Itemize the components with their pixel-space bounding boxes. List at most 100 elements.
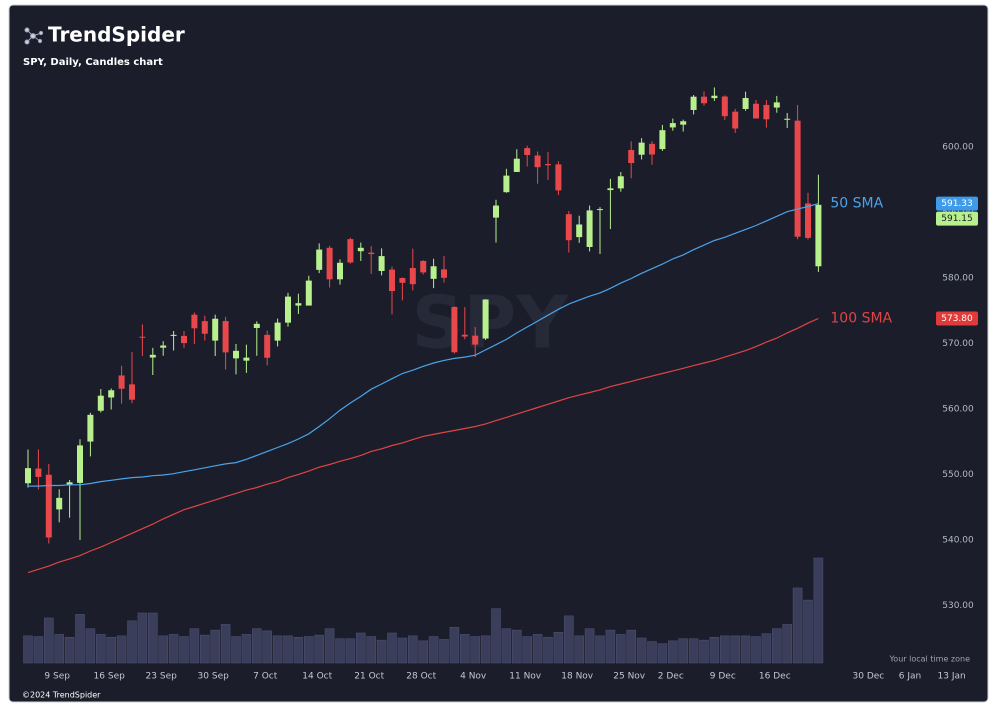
candle-body [233, 350, 239, 359]
candle-body [742, 97, 749, 110]
candle-body [378, 256, 385, 271]
candle-body [805, 203, 811, 238]
candle-body [451, 306, 458, 353]
x-tick-label: 30 Sep [198, 672, 230, 682]
candle-body [243, 357, 250, 361]
price-tag [936, 196, 978, 211]
candle-body [732, 111, 739, 129]
volume-bar [543, 636, 553, 664]
candle-body [545, 164, 551, 166]
candle-body [763, 104, 770, 120]
volume-bar [667, 640, 678, 664]
candle-body [794, 120, 801, 237]
volume-bar [574, 635, 585, 664]
volume-bar [345, 638, 356, 664]
volume-bar [719, 635, 730, 664]
volume-bar [813, 557, 824, 664]
candle-body [472, 335, 479, 345]
chart-title: SPY, Daily, Candles chart [23, 57, 163, 68]
x-tick-label: 7 Oct [253, 672, 278, 682]
candle-body [638, 142, 645, 155]
volume-bar [148, 612, 158, 664]
candle-body [77, 445, 83, 483]
candle-body [201, 321, 208, 334]
candle-body [493, 205, 499, 218]
candle-body [274, 322, 281, 341]
candle-body [66, 482, 73, 486]
copyright: ©2024 TrendSpider [22, 691, 101, 700]
chart-frame [8, 4, 989, 703]
volume-bar [179, 636, 189, 664]
volume-bar [563, 615, 574, 664]
candle-body [649, 143, 655, 155]
volume-bar [584, 628, 595, 664]
candle-body [347, 239, 354, 263]
candle-body [680, 121, 687, 125]
volume-bar [189, 628, 200, 664]
volume-bar [43, 617, 54, 664]
volume-bar [397, 637, 408, 664]
price-tag-label: 591.15 [941, 214, 973, 224]
volume-bar [636, 637, 647, 664]
candle-body [25, 468, 31, 484]
y-tick-label: 600.00 [942, 142, 974, 152]
volume-bar [699, 639, 709, 664]
candle-body [149, 354, 156, 358]
volume-bar [158, 635, 168, 664]
volume-bar [761, 633, 772, 664]
volume-bar [730, 635, 741, 664]
x-tick-label: 9 Sep [44, 672, 70, 682]
volume-bar [283, 635, 293, 664]
candle-body [721, 96, 728, 117]
volume-bar [272, 635, 283, 664]
volume-bar [532, 634, 543, 664]
candle-body [461, 334, 468, 337]
candle-body [659, 130, 666, 150]
candle-body [118, 375, 125, 389]
x-tick-label: 11 Nov [509, 672, 542, 682]
volume-bar [459, 634, 470, 664]
candle-body [753, 103, 759, 119]
volume-bar [511, 629, 522, 664]
volume-bar [33, 636, 44, 664]
volume-bar [615, 634, 626, 664]
candle-body [420, 260, 427, 273]
candle-body [295, 303, 302, 306]
candle-body [337, 262, 343, 280]
volume-bar [751, 636, 761, 664]
candle-body [617, 176, 624, 189]
candle-body [35, 468, 42, 477]
volume-bar [782, 624, 793, 664]
x-tick-label: 28 Oct [406, 672, 436, 682]
candle-body [784, 118, 791, 120]
volume-bar [470, 636, 481, 664]
volume-bar [106, 636, 116, 664]
volume-bar [407, 635, 418, 664]
candle-body [482, 299, 489, 339]
candle-body [56, 497, 63, 510]
y-tick-label: 580.00 [942, 273, 974, 283]
watermark: SPY [412, 281, 570, 365]
volume-bar [85, 628, 96, 664]
volume-bar [803, 599, 813, 664]
sma-label: 50 SMA [830, 196, 883, 212]
candle-body [316, 249, 323, 270]
x-tick-label: 9 Dec [710, 672, 736, 682]
volume-bar [231, 636, 241, 664]
volume-bar [96, 634, 106, 664]
brand: TrendSpider [48, 23, 185, 47]
candle-body [815, 204, 822, 267]
volume-bar [647, 641, 657, 664]
candle-body [524, 148, 531, 155]
candle-body [399, 277, 406, 283]
price-tag-label: 591.33 [941, 199, 973, 209]
x-tick-label: 23 Sep [146, 672, 178, 682]
volume-bar [771, 628, 782, 664]
volume-bar [137, 612, 148, 664]
candle-body [285, 296, 291, 323]
candle-body [368, 252, 375, 255]
x-tick-label: 16 Dec [759, 672, 791, 682]
candle-body [607, 188, 614, 191]
price-tag [936, 211, 978, 226]
volume-bar [449, 626, 460, 664]
